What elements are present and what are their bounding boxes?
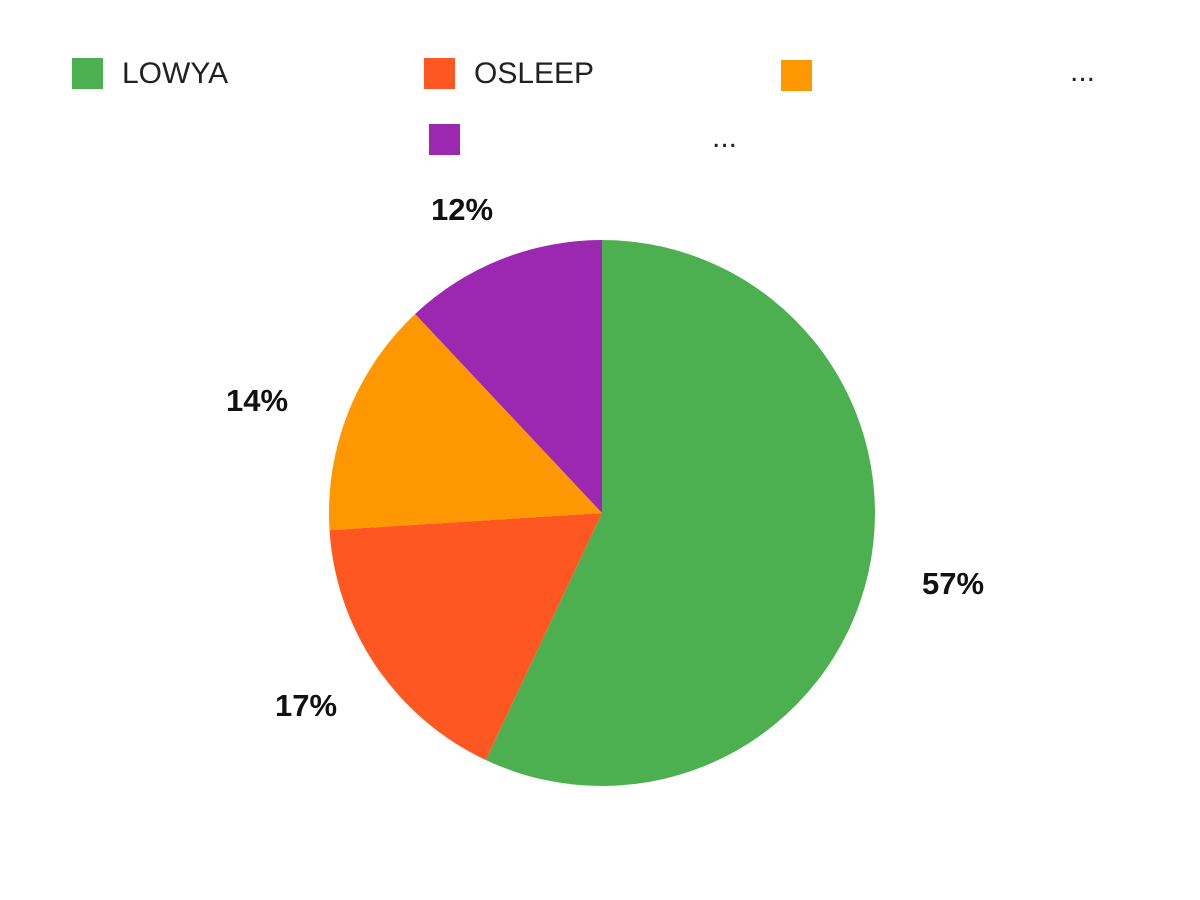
legend-swatch-lowya	[72, 58, 103, 89]
legend-swatch-purple	[429, 124, 460, 155]
legend-swatch-orange	[781, 60, 812, 91]
legend-label-orange-ellipsis: ...	[1070, 55, 1096, 88]
pie-label-orange: 14%	[226, 383, 289, 418]
pie-slice-1	[329, 513, 602, 761]
pie-label-deep-orange: 17%	[275, 688, 338, 723]
pie-chart	[329, 240, 875, 786]
pie-slice-2	[329, 313, 602, 531]
pie-label-green: 57%	[922, 566, 985, 601]
pie-slice-0	[485, 240, 875, 786]
pie-slice-3	[415, 240, 602, 513]
legend-label-purple-ellipsis: ...	[712, 121, 738, 154]
legend-label-lowya: LOWYA	[122, 57, 229, 90]
pie-label-purple: 12%	[431, 192, 494, 227]
legend-swatch-osleep	[424, 58, 455, 89]
legend-label-osleep: OSLEEP	[474, 57, 595, 90]
